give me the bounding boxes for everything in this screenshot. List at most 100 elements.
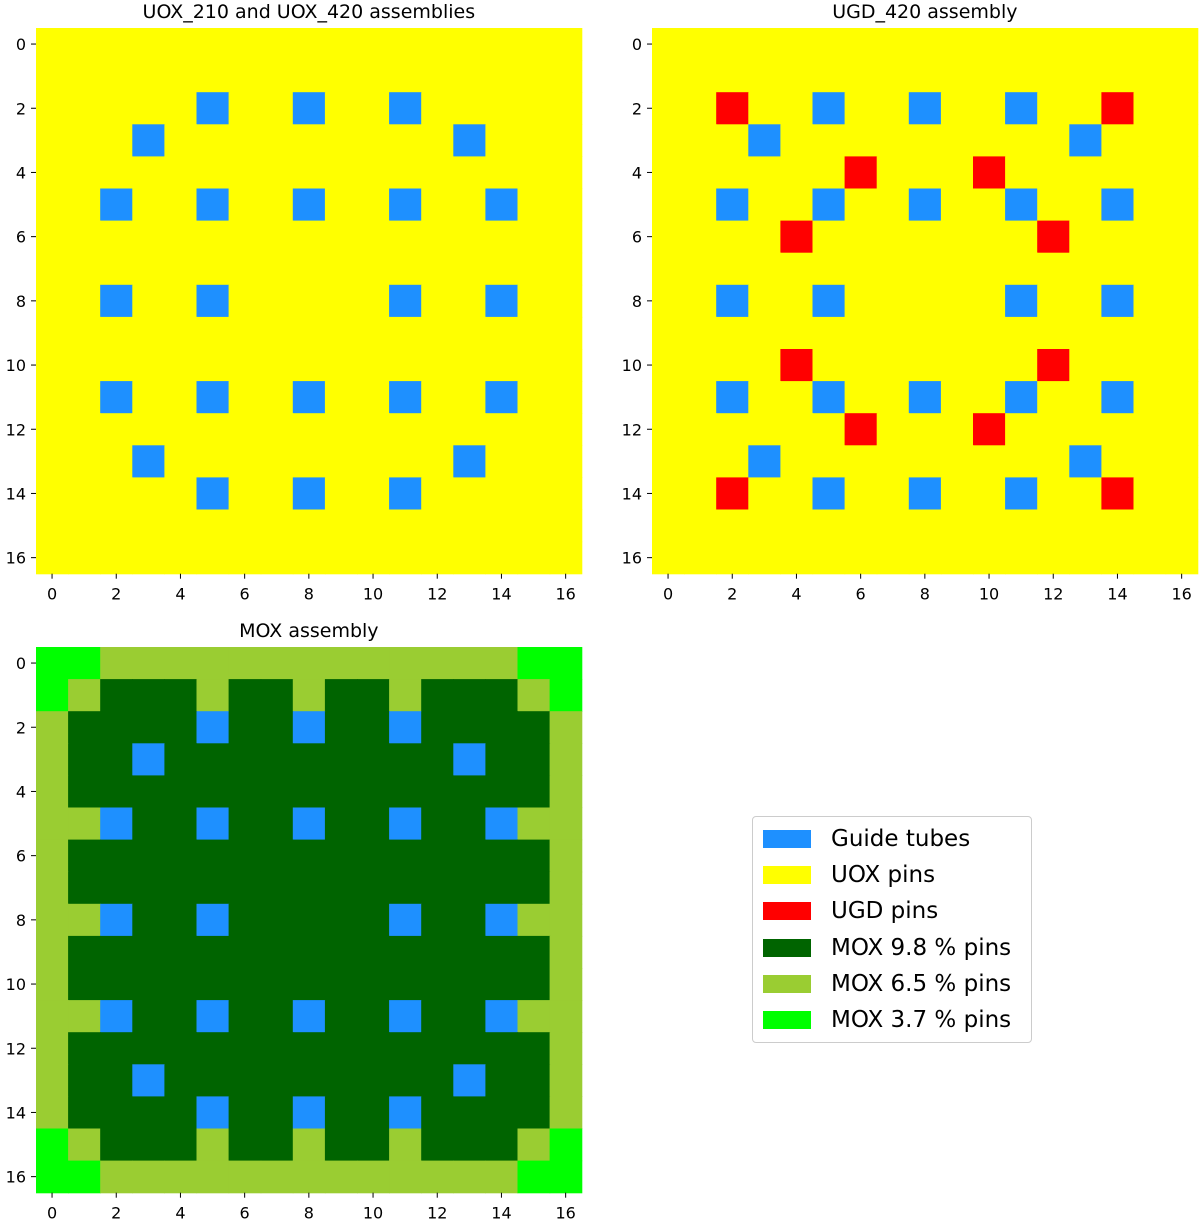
uox-pin-cell	[780, 92, 814, 125]
guide-tube-cell	[1101, 284, 1135, 318]
uox-pin-cell	[260, 220, 294, 254]
mox-9-8-pin-cell	[68, 1096, 101, 1130]
mox-6-5-pin-cell	[549, 1000, 583, 1033]
uox-pin-cell	[389, 413, 422, 446]
uox-pin-cell	[228, 156, 262, 190]
uox-pin-cell	[68, 28, 101, 61]
mox-9-8-pin-cell	[260, 1096, 294, 1130]
mox-9-8-pin-cell	[68, 775, 101, 809]
guide-tube-cell	[292, 1000, 326, 1033]
uox-pin-cell	[517, 445, 551, 478]
mox-9-8-pin-cell	[132, 871, 165, 905]
uox-pin-cell	[973, 252, 1006, 286]
uox-pin-cell	[780, 509, 814, 543]
mox-9-8-pin-cell	[292, 1064, 326, 1097]
mox-3-7-pin-cell	[68, 647, 101, 680]
uox-pin-cell	[389, 316, 422, 350]
uox-pin-cell	[1005, 316, 1038, 350]
uox-pin-cell	[421, 220, 454, 254]
uox-pin-cell	[228, 349, 262, 382]
y-tick-label: 12	[6, 420, 26, 439]
uox-pin-cell	[228, 445, 262, 478]
mox-9-8-pin-cell	[164, 1128, 198, 1162]
uox-assembly-panel: UOX_210 and UOX_420 assemblies 0 2 4 6 8 10 12 1…	[6, 1, 583, 604]
uox-pin-cell	[228, 28, 262, 61]
uox-pin-cell	[1165, 381, 1199, 414]
guide-tube-cell	[812, 188, 846, 222]
mox-9-8-pin-cell	[100, 1128, 133, 1162]
uox-pin-cell	[908, 509, 942, 543]
legend-swatch	[763, 902, 811, 921]
uox-pin-cell	[421, 413, 454, 446]
uox-pin-cell	[36, 284, 69, 318]
uox-pin-cell	[324, 509, 358, 543]
legend-item-guide-tubes: Guide tubes	[753, 821, 1031, 857]
mox-6-5-pin-cell	[68, 807, 101, 841]
mox-9-8-pin-cell	[292, 871, 326, 905]
uox-pin-cell	[36, 220, 69, 254]
uox-pin-cell	[357, 156, 390, 190]
x-tick-label: 12	[427, 585, 447, 604]
uox-pin-cell	[164, 60, 198, 93]
mox-9-8-pin-cell	[100, 775, 133, 809]
mox-9-8-pin-cell	[453, 1096, 486, 1130]
uox-pin-cell	[132, 381, 165, 414]
mox-9-8-pin-cell	[228, 1128, 262, 1162]
uox-pin-cell	[1133, 124, 1167, 157]
uox-pin-cell	[421, 541, 454, 575]
y-tick-label: 4	[632, 163, 642, 182]
uox-pin-cell	[453, 349, 486, 382]
uox-pin-cell	[292, 220, 326, 254]
uox-pin-cell	[716, 60, 749, 93]
uox-pin-cell	[812, 156, 846, 190]
mox-9-8-pin-cell	[517, 1064, 551, 1097]
mox-9-8-pin-cell	[485, 1128, 519, 1162]
mox-9-8-pin-cell	[68, 743, 101, 776]
uox-pin-cell	[684, 92, 717, 125]
y-tick-label: 6	[16, 228, 26, 247]
mox-6-5-pin-cell	[36, 711, 69, 744]
guide-tube-cell	[485, 807, 519, 841]
uox-pin-cell	[36, 381, 69, 414]
uox-pin-cell	[1069, 509, 1102, 543]
uox-pin-cell	[940, 220, 974, 254]
uox-pin-cell	[1037, 445, 1070, 478]
uox-pin-cell	[684, 188, 717, 222]
guide-tube-cell	[389, 477, 422, 511]
uox-pin-cell	[844, 541, 878, 575]
uox-pin-cell	[228, 509, 262, 543]
uox-pin-cell	[812, 445, 846, 478]
uox-pin-cell	[517, 188, 551, 222]
uox-pin-cell	[324, 28, 358, 61]
uox-pin-cell	[36, 413, 69, 446]
guide-tube-cell	[389, 711, 422, 744]
mox-9-8-pin-cell	[164, 968, 198, 1001]
mox-9-8-pin-cell	[228, 871, 262, 905]
guide-tube-cell	[716, 284, 749, 318]
uox-pin-cell	[1101, 349, 1135, 382]
uox-pin-cell	[940, 477, 974, 511]
uox-pin-cell	[196, 60, 230, 93]
mox-9-8-pin-cell	[421, 775, 454, 809]
mox-9-8-pin-cell	[357, 807, 390, 841]
mox-6-5-pin-cell	[228, 1160, 262, 1194]
uox-pin-cell	[164, 413, 198, 446]
mox-9-8-pin-cell	[228, 903, 262, 937]
uox-pin-cell	[453, 284, 486, 318]
guide-tube-cell	[132, 1064, 165, 1097]
uox-pin-cell	[68, 541, 101, 575]
uox-pin-cell	[1005, 156, 1038, 190]
y-tick-label: 0	[16, 654, 26, 673]
uox-pin-cell	[228, 124, 262, 157]
ugd-pin-cell	[844, 156, 878, 190]
uox-pin-cell	[1037, 381, 1070, 414]
uox-pin-cell	[100, 124, 133, 157]
uox-pin-cell	[549, 477, 583, 511]
uox-pin-cell	[549, 541, 583, 575]
mox-9-8-pin-cell	[517, 743, 551, 776]
mox-9-8-pin-cell	[292, 903, 326, 937]
guide-tube-cell	[485, 903, 519, 937]
uox-pin-cell	[940, 156, 974, 190]
uox-pin-cell	[748, 92, 781, 125]
uox-pin-cell	[260, 60, 294, 93]
